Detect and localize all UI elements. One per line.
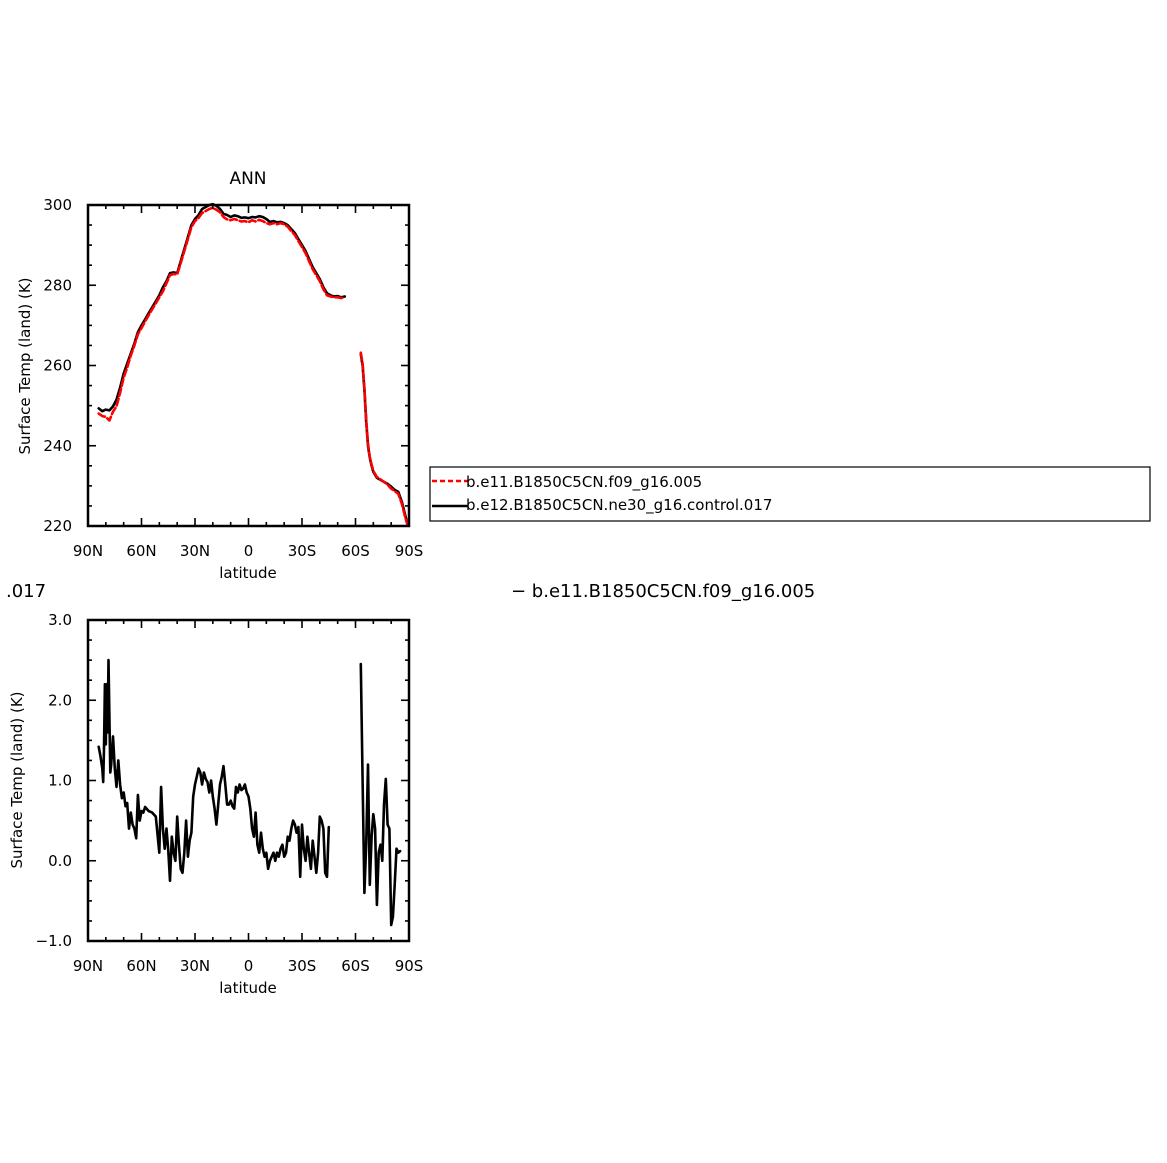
- top-panel-axes: 90N 60N 30N 0 30S 60S 90S 220 240 260 280 300: [43, 196, 423, 560]
- clipped-legend-text-right: − b.e11.B1850C5CN.f09_g16.005: [511, 581, 815, 602]
- top-panel-plot-area: [97, 202, 409, 526]
- top-panel-title: ANN: [229, 169, 266, 189]
- y-tick-label: 3.0: [48, 611, 72, 629]
- series-line: [97, 202, 347, 413]
- y-tick-label: 240: [43, 437, 72, 455]
- legend-box: [429, 466, 1151, 522]
- top-panel-y-axis-label: Surface Temp (land) (K): [16, 277, 34, 454]
- legend-entry-label: b.e12.B1850C5CN.ne30_g16.control.017: [466, 496, 772, 515]
- x-tick-label: 30N: [180, 957, 210, 975]
- y-tick-label: 260: [43, 357, 72, 375]
- x-tick-label: 60N: [126, 542, 156, 560]
- bottom-panel-plot-area: [97, 658, 402, 927]
- top-panel-x-axis-label: latitude: [219, 564, 277, 582]
- bottom-panel: 90N 60N 30N 0 30S 60S 90S −1.0 0.0 1.0 2.0 3.0 lati…: [8, 611, 423, 997]
- bottom-panel-x-axis-label: latitude: [219, 979, 277, 997]
- x-tick-label: 90S: [395, 957, 424, 975]
- x-tick-label: 90S: [395, 542, 424, 560]
- legend-entry-label: b.e11.B1850C5CN.f09_g16.005: [466, 473, 702, 492]
- x-tick-label: 60S: [341, 957, 370, 975]
- x-tick-label: 30N: [180, 542, 210, 560]
- x-tick-label: 60N: [126, 957, 156, 975]
- series-line: [359, 662, 402, 927]
- y-tick-label: 300: [43, 196, 72, 214]
- series-line: [359, 351, 409, 526]
- x-tick-label: 0: [244, 957, 254, 975]
- x-tick-label: 90N: [73, 957, 103, 975]
- bottom-panel-axes: 90N 60N 30N 0 30S 60S 90S −1.0 0.0 1.0 2.0 3.0: [36, 611, 424, 975]
- legend: b.e11.B1850C5CN.f09_g16.005 b.e12.B1850C…: [429, 466, 1151, 522]
- y-tick-label: 280: [43, 276, 72, 294]
- y-tick-label: −1.0: [36, 932, 72, 950]
- y-tick-label: 220: [43, 517, 72, 535]
- series-line: [97, 658, 331, 883]
- x-tick-label: 30S: [288, 957, 317, 975]
- x-tick-label: 0: [244, 542, 254, 560]
- clipped-legend-text-left: .017: [6, 581, 46, 602]
- top-panel: ANN 90N 60N 30N 0 30S 60S 90S 220 240 260 280 300 l…: [16, 169, 423, 582]
- bottom-panel-y-axis-label: Surface Temp (land) (K): [8, 691, 26, 868]
- top-panel-frame: [86, 203, 411, 528]
- y-tick-label: 1.0: [48, 772, 72, 790]
- y-tick-label: 2.0: [48, 691, 72, 709]
- series-line: [97, 206, 347, 422]
- y-tick-label: 0.0: [48, 852, 72, 870]
- x-tick-label: 60S: [341, 542, 370, 560]
- x-tick-label: 30S: [288, 542, 317, 560]
- x-tick-label: 90N: [73, 542, 103, 560]
